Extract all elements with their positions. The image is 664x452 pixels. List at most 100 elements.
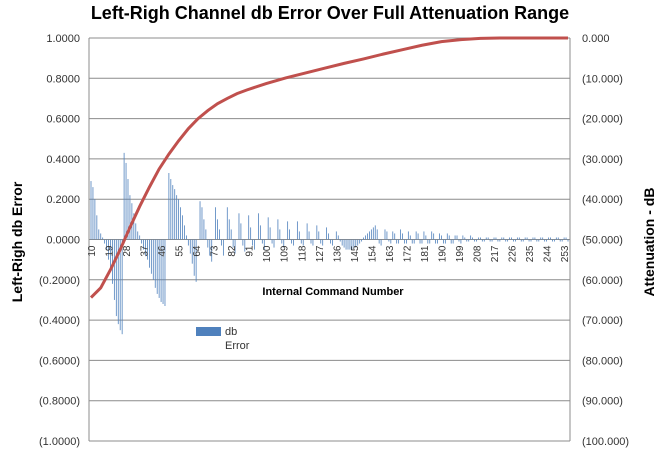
bar <box>135 223 137 240</box>
bar <box>156 239 158 294</box>
bar <box>182 215 183 240</box>
bar <box>168 173 170 240</box>
bar <box>370 229 372 240</box>
bar <box>90 181 92 240</box>
bar <box>458 239 460 242</box>
bar <box>279 229 281 240</box>
bar <box>267 217 269 240</box>
bar <box>106 239 107 250</box>
bar <box>404 239 405 244</box>
bar <box>248 215 250 240</box>
y-tick-label: 0.2000 <box>46 194 80 206</box>
bar <box>207 239 209 248</box>
bar <box>254 239 255 250</box>
y2-tick-label: (10.000) <box>582 73 623 85</box>
x-tick-label: 181 <box>420 245 431 262</box>
bar <box>435 239 437 244</box>
x-tick-label: 55 <box>175 245 186 257</box>
bar <box>261 239 263 244</box>
y-tick-label: (0.2000) <box>39 275 80 287</box>
bar <box>110 239 111 270</box>
bar <box>193 239 195 276</box>
bar <box>421 239 423 244</box>
bar <box>441 235 442 240</box>
bar <box>150 239 152 274</box>
x-tick-label: 253 <box>560 245 571 262</box>
y2-tick-label: (40.000) <box>582 194 623 206</box>
bar <box>259 225 261 240</box>
bar <box>123 152 125 240</box>
bar <box>427 239 429 244</box>
bar <box>489 239 491 242</box>
bar <box>119 239 121 331</box>
y2-tick-label: (30.000) <box>582 154 623 166</box>
bar <box>540 237 542 240</box>
x-tick-label: 226 <box>508 245 519 262</box>
legend: db Error <box>196 326 250 352</box>
bar <box>388 239 390 242</box>
x-axis-ticks: 10 19 28 37 46 55 64 73 82 91 100 109 118 127 136 145 15… <box>87 245 571 262</box>
bar <box>446 233 448 240</box>
y-tick-label: (1.0000) <box>39 436 80 448</box>
bar <box>318 231 320 240</box>
y-tick-label: (0.8000) <box>39 396 80 408</box>
bar <box>152 239 154 280</box>
bar <box>92 187 94 240</box>
bar <box>145 239 146 256</box>
x-tick-label: 208 <box>472 245 483 262</box>
bar <box>172 185 174 240</box>
x-tick-label: 118 <box>297 245 308 261</box>
bar <box>487 237 489 240</box>
bar <box>398 239 400 244</box>
bar <box>121 239 123 335</box>
bar <box>532 237 534 240</box>
x-tick-label: 82 <box>227 245 238 257</box>
bar <box>503 237 505 240</box>
bar <box>481 239 483 242</box>
bar <box>170 179 172 240</box>
x-tick-label: 127 <box>315 245 326 262</box>
bar <box>509 237 510 240</box>
bar <box>516 237 518 240</box>
y2-tick-label: (20.000) <box>582 114 623 126</box>
bar <box>390 239 392 244</box>
bar <box>187 239 189 246</box>
bar <box>211 239 213 262</box>
bar <box>199 201 201 240</box>
bar <box>252 239 253 246</box>
bar <box>439 233 440 240</box>
bar <box>178 199 180 240</box>
bar <box>363 237 364 240</box>
bar <box>115 239 117 317</box>
bar <box>293 239 294 246</box>
bar <box>466 239 468 242</box>
y2-tick-label: (50.000) <box>582 235 623 247</box>
bar <box>464 237 466 240</box>
y-tick-label: (0.4000) <box>39 315 80 327</box>
x-tick-label: 163 <box>385 245 396 262</box>
bar <box>400 229 401 240</box>
bar <box>443 239 444 244</box>
bar <box>361 239 363 242</box>
bar <box>296 221 298 240</box>
bar <box>186 235 187 240</box>
bar <box>374 225 376 240</box>
x-tick-label: 217 <box>490 245 501 262</box>
x-tick-label: 37 <box>140 245 151 257</box>
bar <box>394 233 396 240</box>
bar <box>431 231 433 240</box>
bar <box>367 233 368 240</box>
bar <box>250 227 252 240</box>
plot-area <box>88 38 571 441</box>
bar <box>460 239 462 244</box>
x-tick-label: 64 <box>192 245 203 257</box>
bar <box>485 237 487 240</box>
bar <box>468 239 470 242</box>
bar <box>180 207 181 240</box>
bar <box>222 239 224 256</box>
bar <box>561 239 563 242</box>
bar <box>310 239 312 244</box>
bar <box>312 239 314 246</box>
bar <box>483 239 485 242</box>
bar <box>308 231 310 240</box>
